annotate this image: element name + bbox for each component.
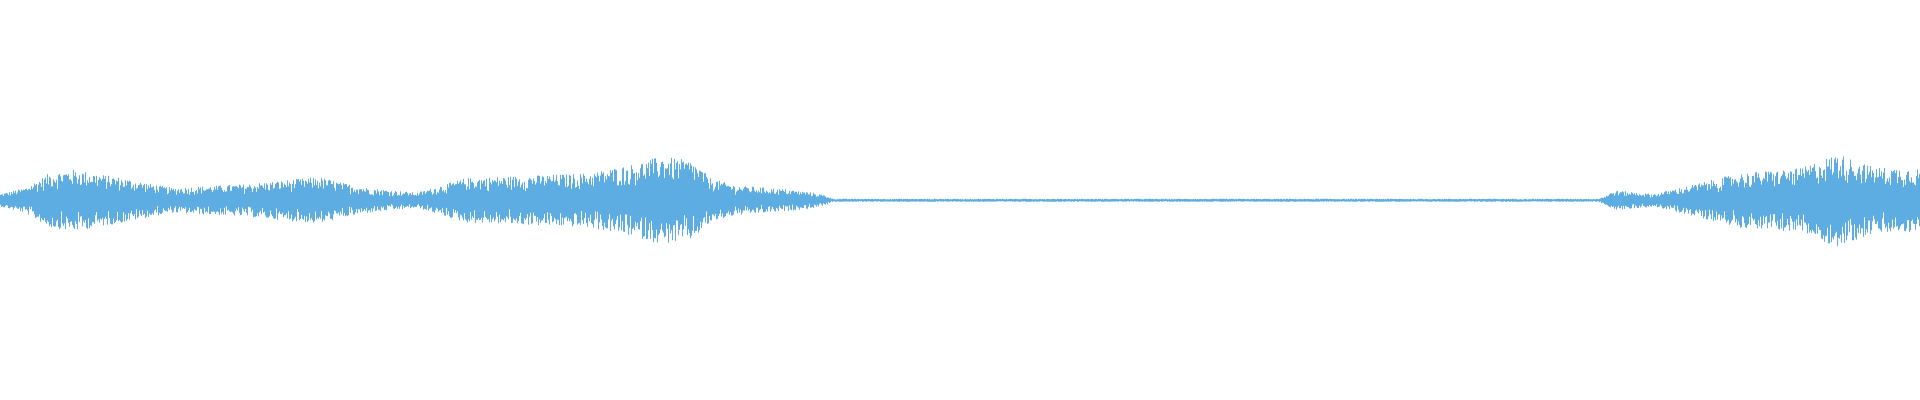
- waveform: [0, 156, 1920, 247]
